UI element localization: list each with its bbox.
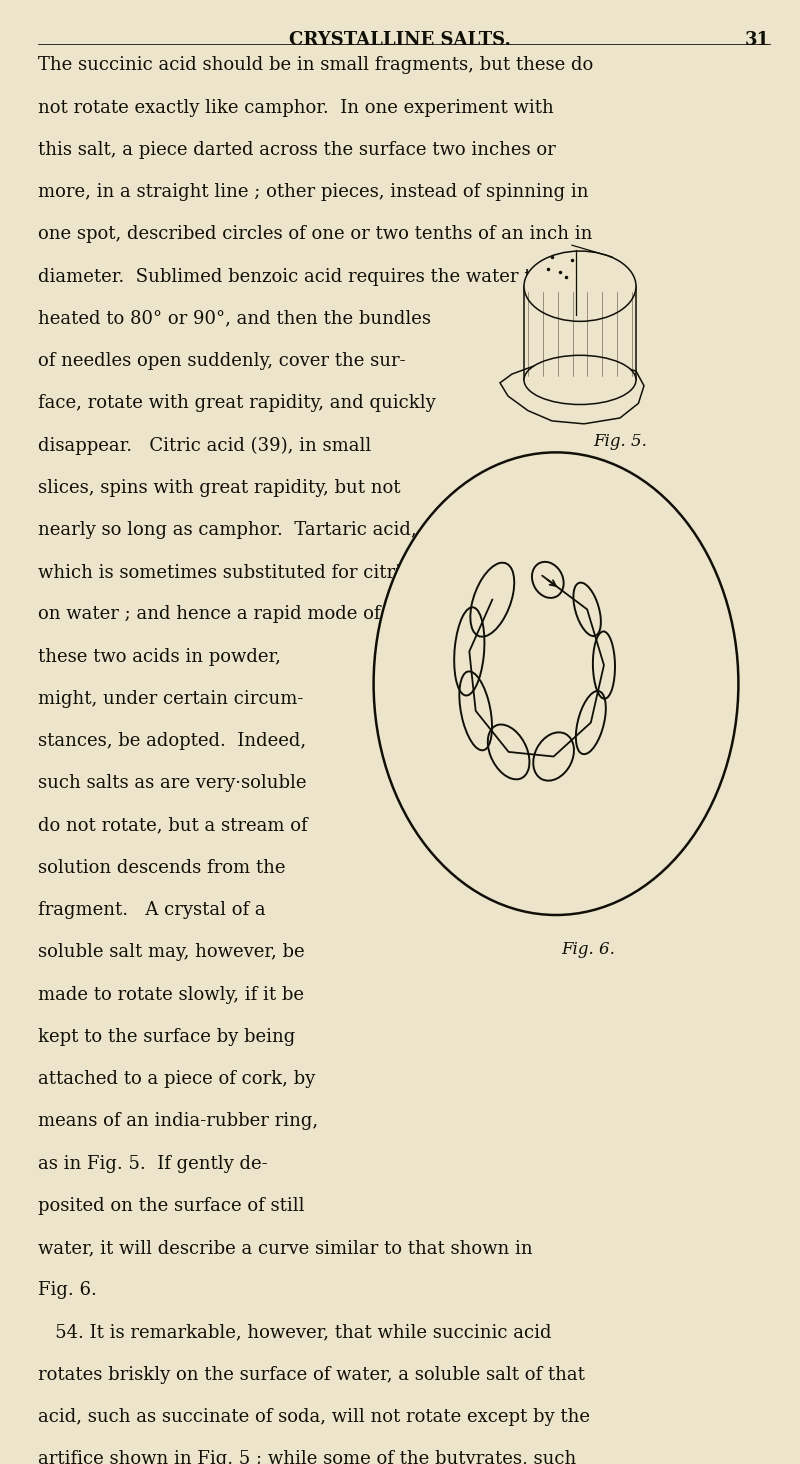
Text: such salts as are very·soluble: such salts as are very·soluble	[38, 774, 307, 792]
Text: these two acids in powder,: these two acids in powder,	[38, 647, 282, 666]
Text: attached to a piece of cork, by: attached to a piece of cork, by	[38, 1070, 316, 1088]
Text: heated to 80° or 90°, and then the bundles: heated to 80° or 90°, and then the bundl…	[38, 310, 431, 328]
Text: posited on the surface of still: posited on the surface of still	[38, 1196, 305, 1215]
Text: disappear.   Citric acid (39), in small: disappear. Citric acid (39), in small	[38, 436, 372, 455]
Text: one spot, described circles of one or two tenths of an inch in: one spot, described circles of one or tw…	[38, 225, 593, 243]
Text: solution descends from the: solution descends from the	[38, 859, 286, 877]
Text: diameter.  Sublimed benzoic acid requires the water to be: diameter. Sublimed benzoic acid requires…	[38, 268, 570, 285]
Text: artifice shown in Fig. 5 ; while some of the butyrates, such: artifice shown in Fig. 5 ; while some of…	[38, 1451, 577, 1464]
Text: of needles open suddenly, cover the sur-: of needles open suddenly, cover the sur-	[38, 351, 406, 370]
Text: The succinic acid should be in small fragments, but these do: The succinic acid should be in small fra…	[38, 56, 594, 75]
Text: nearly so long as camphor.  Tartaric acid,: nearly so long as camphor. Tartaric acid…	[38, 521, 417, 539]
Text: rotates briskly on the surface of water, a soluble salt of that: rotates briskly on the surface of water,…	[38, 1366, 586, 1383]
Text: acid, such as succinate of soda, will not rotate except by the: acid, such as succinate of soda, will no…	[38, 1408, 590, 1426]
Text: Fig. 6.: Fig. 6.	[561, 941, 615, 959]
Text: might, under certain circum-: might, under certain circum-	[38, 690, 304, 709]
Ellipse shape	[374, 452, 738, 915]
Text: Fig. 5.: Fig. 5.	[593, 433, 647, 449]
Text: this salt, a piece darted across the surface two inches or: this salt, a piece darted across the sur…	[38, 141, 556, 158]
Text: fragment.   A crystal of a: fragment. A crystal of a	[38, 902, 266, 919]
Text: made to rotate slowly, if it be: made to rotate slowly, if it be	[38, 985, 304, 1003]
Text: means of an india-rubber ring,: means of an india-rubber ring,	[38, 1113, 318, 1130]
Ellipse shape	[524, 252, 636, 321]
Text: slices, spins with great rapidity, but not: slices, spins with great rapidity, but n…	[38, 479, 401, 496]
Text: which is sometimes substituted for citric, does not rotate: which is sometimes substituted for citri…	[38, 564, 562, 581]
Ellipse shape	[524, 356, 636, 404]
Text: Fig. 6.: Fig. 6.	[38, 1281, 98, 1299]
Text: face, rotate with great rapidity, and quickly: face, rotate with great rapidity, and qu…	[38, 394, 436, 413]
Text: on water ; and hence a rapid mode of discriminating between: on water ; and hence a rapid mode of dis…	[38, 606, 603, 624]
Text: do not rotate, but a stream of: do not rotate, but a stream of	[38, 817, 308, 834]
Text: soluble salt may, however, be: soluble salt may, however, be	[38, 943, 305, 962]
Text: 54. It is remarkable, however, that while succinic acid: 54. It is remarkable, however, that whil…	[38, 1323, 552, 1341]
Text: water, it will describe a curve similar to that shown in: water, it will describe a curve similar …	[38, 1239, 533, 1258]
Text: stances, be adopted.  Indeed,: stances, be adopted. Indeed,	[38, 732, 306, 750]
Text: 31: 31	[745, 31, 770, 50]
Text: more, in a straight line ; other pieces, instead of spinning in: more, in a straight line ; other pieces,…	[38, 183, 589, 201]
Text: CRYSTALLINE SALTS.: CRYSTALLINE SALTS.	[289, 31, 511, 50]
Text: as in Fig. 5.  If gently de-: as in Fig. 5. If gently de-	[38, 1155, 268, 1173]
Text: kept to the surface by being: kept to the surface by being	[38, 1028, 296, 1045]
Text: not rotate exactly like camphor.  In one experiment with: not rotate exactly like camphor. In one …	[38, 98, 554, 117]
